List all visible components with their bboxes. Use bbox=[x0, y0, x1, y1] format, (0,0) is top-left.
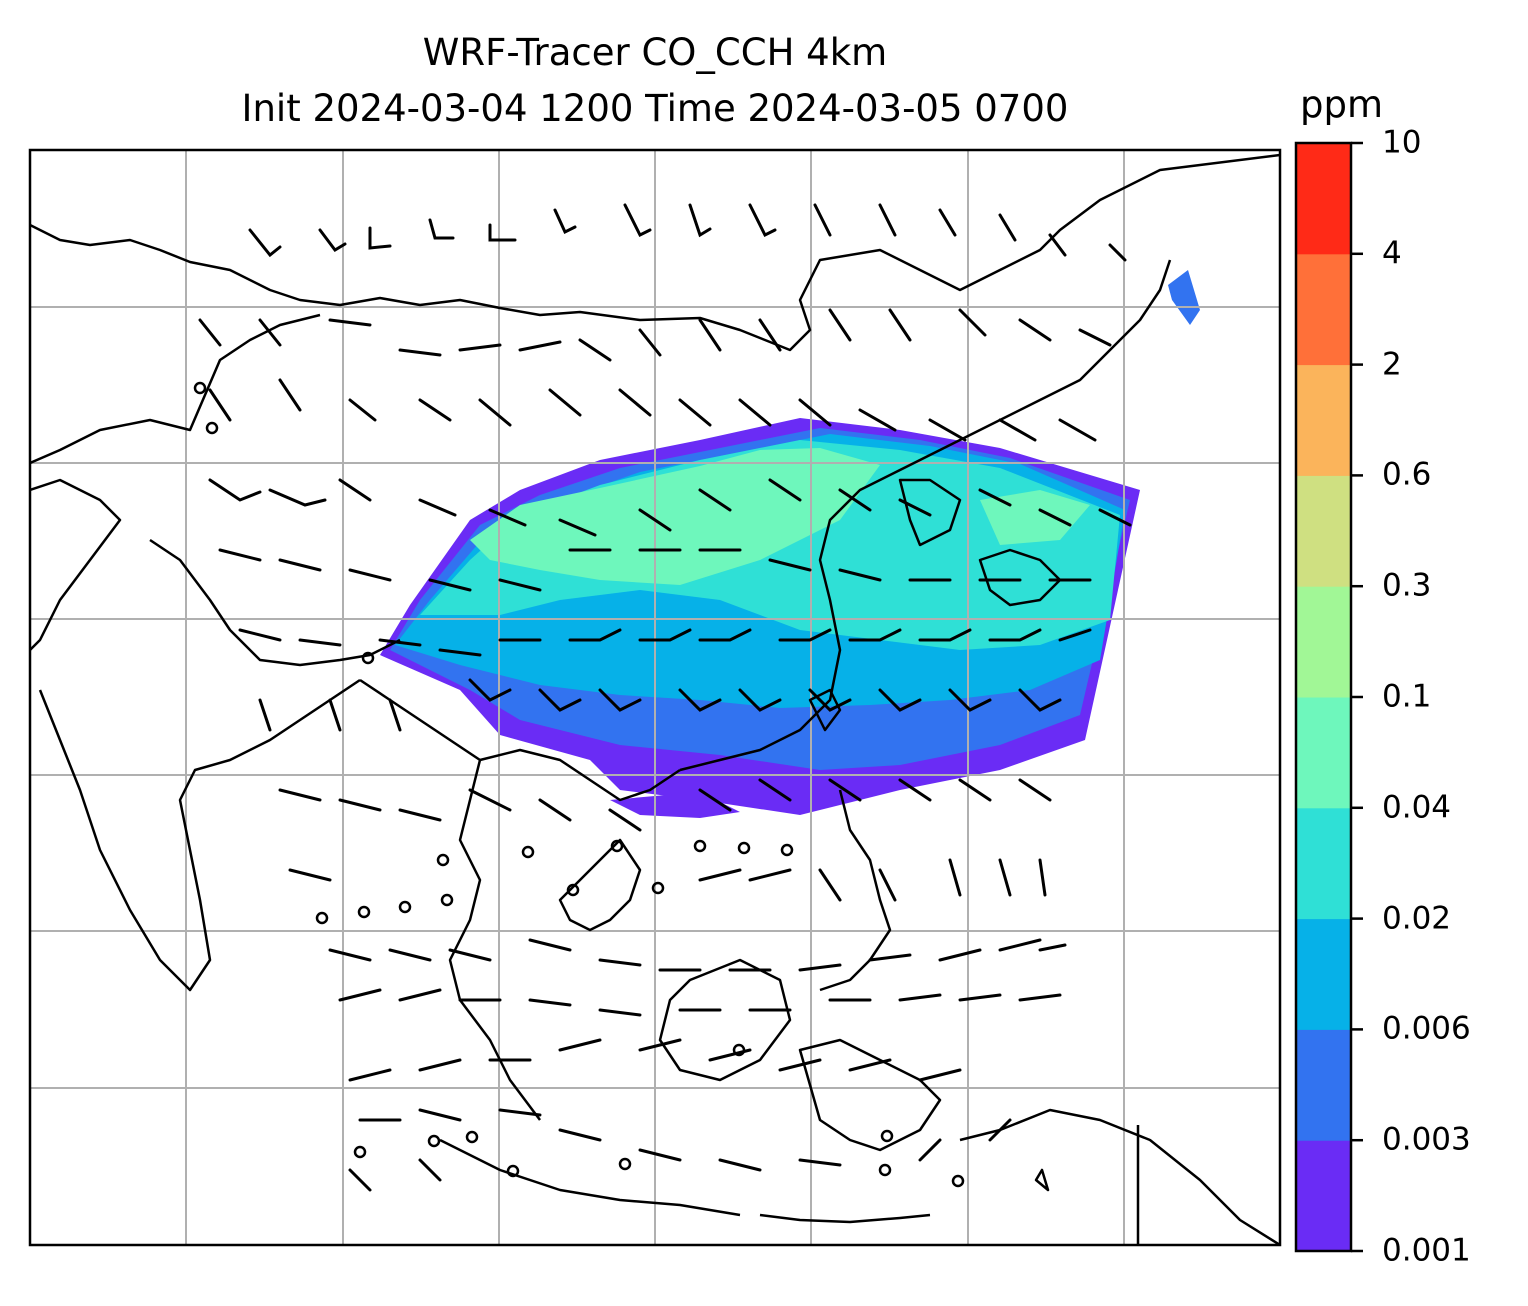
calm-markers bbox=[193, 381, 965, 1188]
colorbar-segment bbox=[1296, 807, 1351, 920]
colorbar-unit: ppm bbox=[1300, 83, 1384, 126]
colorbar-segment bbox=[1296, 143, 1351, 255]
colorbar-segment bbox=[1296, 475, 1351, 587]
map-panel bbox=[30, 150, 1280, 1245]
colorbar-segment bbox=[1296, 364, 1351, 476]
coastlines bbox=[30, 153, 1280, 1245]
colorbar-segment bbox=[1296, 1029, 1351, 1141]
colorbar-tick-label: 0.003 bbox=[1382, 1121, 1471, 1158]
colorbar-tick-label: 4 bbox=[1382, 235, 1402, 272]
map-subtitle: Init 2024-03-04 1200 Time 2024-03-05 070… bbox=[241, 87, 1069, 130]
colorbar-segment bbox=[1296, 1140, 1351, 1252]
tracer-field bbox=[380, 270, 1200, 818]
colorbar-tick-label: 0.3 bbox=[1382, 567, 1432, 604]
colorbar-segment bbox=[1296, 697, 1351, 809]
colorbar-tick-label: 0.6 bbox=[1382, 456, 1432, 493]
colorbar-tick-label: 0.04 bbox=[1382, 789, 1452, 826]
colorbar bbox=[1294, 141, 1363, 1253]
colorbar-segment bbox=[1296, 586, 1351, 698]
colorbar-tick-label: 2 bbox=[1382, 346, 1402, 383]
map-frame bbox=[28, 148, 1282, 1247]
colorbar-tick-label: 0.02 bbox=[1382, 900, 1452, 937]
colorbar-tick-label: 10 bbox=[1382, 124, 1422, 161]
colorbar-segment bbox=[1296, 918, 1351, 1030]
map-title: WRF-Tracer CO_CCH 4km bbox=[422, 31, 888, 74]
wind-barbs bbox=[198, 203, 1132, 1192]
colorbar-tick-label: 0.1 bbox=[1382, 678, 1432, 715]
colorbar-segment bbox=[1296, 253, 1351, 366]
colorbar-tick-label: 0.001 bbox=[1382, 1232, 1471, 1269]
colorbar-tick-label: 0.006 bbox=[1382, 1010, 1471, 1047]
